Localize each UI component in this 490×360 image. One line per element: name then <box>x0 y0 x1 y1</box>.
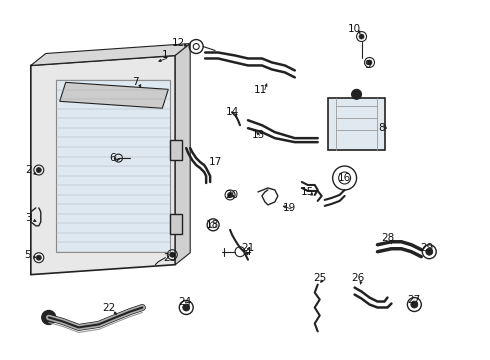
Text: 6: 6 <box>109 153 116 163</box>
Circle shape <box>359 34 364 39</box>
Text: 3: 3 <box>25 213 32 223</box>
Circle shape <box>170 252 175 257</box>
Text: 27: 27 <box>408 294 421 305</box>
Text: 17: 17 <box>208 157 222 167</box>
Text: 12: 12 <box>172 37 185 48</box>
Text: 13: 13 <box>251 130 265 140</box>
Polygon shape <box>175 44 190 265</box>
Text: 2: 2 <box>25 165 32 175</box>
Text: 1: 1 <box>162 50 169 60</box>
Polygon shape <box>60 82 168 108</box>
Text: 18: 18 <box>205 220 219 230</box>
Text: 9: 9 <box>364 60 371 71</box>
Text: 25: 25 <box>313 273 326 283</box>
Text: 21: 21 <box>242 243 255 253</box>
Text: 20: 20 <box>225 190 239 200</box>
Circle shape <box>352 89 362 99</box>
Circle shape <box>426 248 433 255</box>
Circle shape <box>42 310 56 324</box>
Text: 8: 8 <box>378 123 385 133</box>
Text: 10: 10 <box>348 24 361 33</box>
Polygon shape <box>31 55 175 275</box>
Circle shape <box>36 255 41 260</box>
Circle shape <box>183 304 190 311</box>
Circle shape <box>36 167 41 172</box>
Bar <box>171 140 182 160</box>
Text: 14: 14 <box>225 107 239 117</box>
Circle shape <box>227 193 233 197</box>
Text: 7: 7 <box>132 77 139 87</box>
Text: 29: 29 <box>421 243 434 253</box>
Text: 16: 16 <box>338 173 351 183</box>
Circle shape <box>367 60 372 65</box>
Bar <box>56 80 171 252</box>
Text: 15: 15 <box>301 187 315 197</box>
Bar <box>328 98 386 150</box>
Text: 24: 24 <box>179 297 192 306</box>
Text: 22: 22 <box>102 302 115 312</box>
Text: 4: 4 <box>245 247 251 257</box>
Text: 26: 26 <box>351 273 364 283</box>
Polygon shape <box>31 44 190 66</box>
Text: 28: 28 <box>381 233 394 243</box>
Text: 23: 23 <box>164 253 177 263</box>
Text: 11: 11 <box>253 85 267 95</box>
Text: 5: 5 <box>24 250 31 260</box>
Text: 19: 19 <box>283 203 296 213</box>
Bar <box>171 214 182 234</box>
Circle shape <box>411 301 418 308</box>
